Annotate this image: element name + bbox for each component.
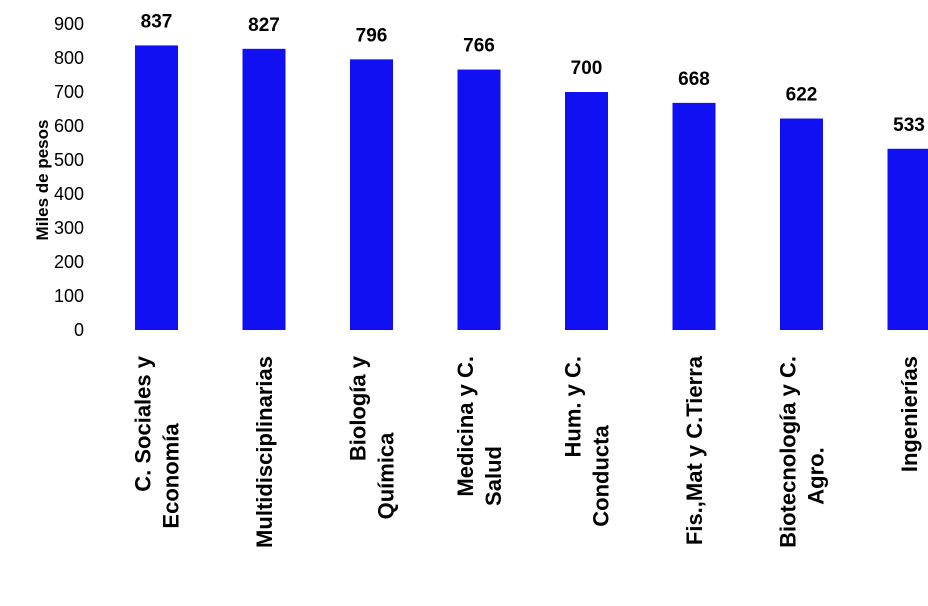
category-label: Fis.,Mat y C.Tierra — [682, 355, 707, 545]
svg-text:Medicina y C.Salud: Medicina y C. Salud — [453, 356, 506, 506]
category-label: Ingenierías — [897, 356, 922, 472]
category-label: Multidisciplinarias — [252, 356, 277, 548]
bar-value-label: 796 — [356, 25, 388, 46]
svg-text:Ingenierías: Ingenierías — [897, 356, 922, 472]
bar — [672, 102, 716, 330]
bar-value-label: 700 — [571, 58, 603, 79]
bar-value-label: 533 — [893, 115, 925, 136]
y-axis-title: Miles de pesos — [33, 120, 52, 241]
bar-value-label: 837 — [141, 11, 173, 32]
y-tick-label: 400 — [54, 184, 84, 204]
bar — [135, 45, 178, 331]
y-tick-label: 100 — [54, 286, 84, 306]
svg-text:Hum. y C.Conducta: Hum. y C.Conducta — [561, 356, 614, 527]
svg-text:Multidisciplinarias: Multidisciplinarias — [252, 356, 277, 548]
y-tick-label: 700 — [54, 82, 84, 102]
bar-value-label: 668 — [678, 69, 710, 90]
bar — [457, 69, 501, 330]
y-tick-label: 600 — [54, 116, 84, 136]
bar — [887, 148, 928, 330]
category-label: C. Sociales y Economía — [131, 355, 184, 528]
y-tick-label: 800 — [54, 48, 84, 68]
y-tick-label: 0 — [74, 320, 84, 340]
category-label: Medicina y C. Salud — [453, 356, 506, 506]
bar-value-label: 827 — [248, 15, 280, 36]
bar-value-label: 622 — [786, 85, 818, 106]
category-label: Hum. y C.Conducta — [561, 356, 614, 527]
svg-text:Biotecnología y C.Agro.: Biotecnología y C. Agro. — [776, 356, 829, 548]
y-tick-label: 300 — [54, 218, 84, 238]
bar — [780, 118, 823, 331]
category-label: Biología yQuímica — [346, 355, 399, 519]
category-labels: C. Sociales y Economía Multidisciplinarias… — [131, 355, 923, 548]
bar — [242, 48, 286, 330]
value-labels: 837 827 796 766 700 668 622 533 — [141, 11, 925, 135]
category-label: Biotecnología y C. Agro. — [776, 356, 829, 548]
y-axis: 0 100 200 300 400 500 600 700 800 900 — [54, 14, 84, 340]
bar — [350, 59, 393, 331]
bar — [565, 92, 608, 330]
y-tick-label: 200 — [54, 252, 84, 272]
y-tick-label: 900 — [54, 14, 84, 34]
svg-text:Fis.,Mat y C.Tierra: Fis.,Mat y C.Tierra — [682, 355, 707, 545]
y-tick-label: 500 — [54, 150, 84, 170]
bars — [135, 45, 928, 331]
svg-text:Biología yQuímica: Biología yQuímica — [346, 355, 399, 519]
bar-value-label: 766 — [463, 36, 495, 57]
